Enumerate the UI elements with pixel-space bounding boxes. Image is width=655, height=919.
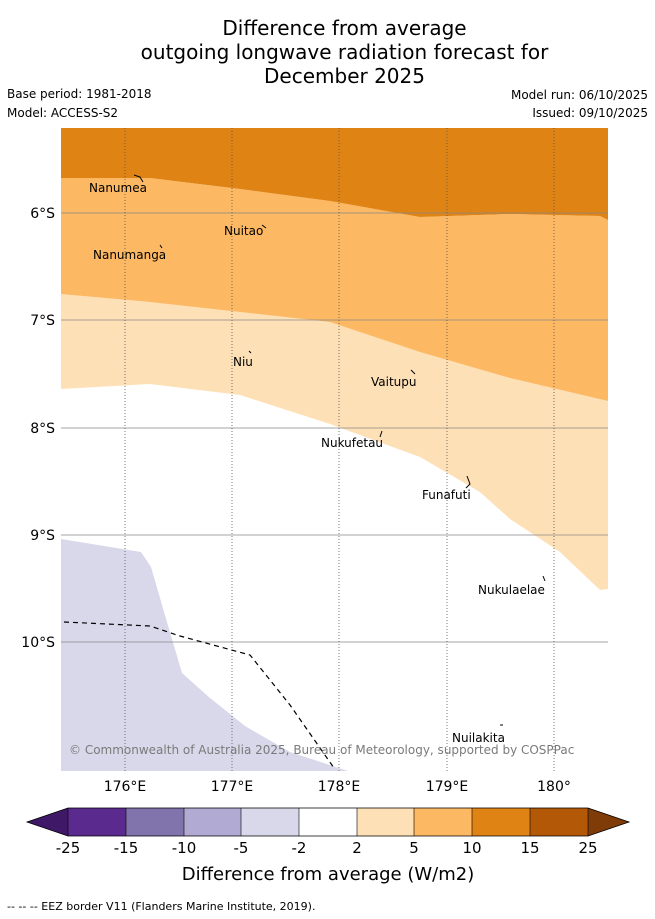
- colorbar-swatch: [472, 808, 530, 836]
- place-label-nanumanga: Nanumanga: [93, 248, 166, 262]
- lat-label-7s: 7°S: [30, 313, 55, 329]
- island-nuitao: [261, 224, 267, 229]
- latitude-gridlines: [61, 212, 608, 643]
- issued-date: Issued: 09/10/2025: [532, 106, 648, 120]
- colorbar-tick: -10: [172, 839, 197, 857]
- island-nanumea: [133, 174, 144, 183]
- island-outlines: [133, 174, 546, 726]
- colorbar-tick: -2: [292, 839, 307, 857]
- map-panel: Nanumea Nuitao Nanumanga Niu Vaitupu Nuk…: [61, 128, 608, 771]
- colorbar-tick: -15: [114, 839, 139, 857]
- lat-label-8s: 8°S: [30, 421, 55, 437]
- colorbar-tick: 5: [409, 839, 419, 857]
- island-niu: [248, 350, 252, 354]
- lon-label-176e: 176°E: [104, 779, 147, 795]
- place-label-niu: Niu: [233, 355, 253, 369]
- colorbar-tick: -25: [56, 839, 81, 857]
- lon-label-178e: 178°E: [318, 779, 361, 795]
- colorbar-tick: -5: [234, 839, 249, 857]
- colorbar: -25 -15 -10 -5 -2 2 5 10 15 25 Differenc…: [25, 807, 631, 885]
- place-label-vaitupu: Vaitupu: [371, 375, 417, 389]
- place-labels: Nanumea Nuitao Nanumanga Niu Vaitupu Nuk…: [89, 181, 545, 745]
- place-label-nukufetau: Nukufetau: [321, 436, 383, 450]
- band-10-to-15: [61, 128, 608, 220]
- place-label-nukulaelae: Nukulaelae: [478, 583, 545, 597]
- model-name: Model: ACCESS-S2: [7, 106, 119, 120]
- colorbar-swatch: [241, 808, 299, 836]
- eez-legend-note: -- -- -- EEZ border V11 (Flanders Marine…: [7, 900, 316, 913]
- island-funafuti: [465, 475, 471, 489]
- colorbar-label: Difference from average (W/m2): [182, 864, 474, 885]
- band-5-to-10: [61, 178, 608, 401]
- colorbar-swatch: [530, 808, 588, 836]
- colorbar-tick: 25: [578, 839, 597, 857]
- colorbar-swatch: [184, 808, 241, 836]
- colorbar-swatch: [126, 808, 184, 836]
- colorbar-ticks: -25 -15 -10 -5 -2 2 5 10 15 25: [56, 839, 598, 857]
- lon-label-177e: 177°E: [211, 779, 254, 795]
- colorbar-tick: 2: [352, 839, 362, 857]
- colorbar-swatch: [414, 808, 472, 836]
- band-minus-5-to-minus-2: [61, 539, 348, 771]
- island-nanumanga: [159, 244, 163, 249]
- model-run: Model run: 06/10/2025: [510, 88, 648, 102]
- colorbar-swatch: [68, 808, 126, 836]
- place-label-nanumea: Nanumea: [89, 181, 147, 195]
- colorbar-swatch: [299, 808, 357, 836]
- copyright-notice: © Commonwealth of Australia 2025, Bureau…: [69, 743, 574, 757]
- latitude-tick-labels: 6°S 7°S 8°S 9°S 10°S: [21, 206, 55, 651]
- colorbar-dividers: [67, 808, 589, 836]
- lon-label-180: 180°: [537, 779, 571, 795]
- colorbar-tick: 15: [520, 839, 539, 857]
- longitude-tick-labels: 176°E 177°E 178°E 179°E 180°: [104, 779, 571, 795]
- colorbar-swatch: [357, 808, 414, 836]
- band-2-to-5: [61, 294, 608, 590]
- lat-label-6s: 6°S: [30, 206, 55, 222]
- colorbar-extend-high: [588, 808, 629, 836]
- island-nukufetau: [379, 430, 383, 438]
- title-line-2: outgoing longwave radiation forecast for: [140, 40, 549, 64]
- band-neutral-south: [61, 384, 608, 771]
- place-label-nuilakita: Nuilakita: [452, 731, 505, 745]
- colorbar-tick: 10: [462, 839, 481, 857]
- lat-label-10s: 10°S: [21, 635, 55, 651]
- base-period: Base period: 1981-2018: [7, 87, 152, 101]
- island-vaitupu: [410, 369, 416, 375]
- place-label-nuitao: Nuitao: [224, 224, 263, 238]
- chart-title: Difference from average outgoing longwav…: [0, 16, 655, 88]
- title-line-1: Difference from average: [222, 16, 467, 40]
- longitude-gridlines: [124, 128, 555, 771]
- island-nukulaelae: [542, 575, 546, 582]
- lat-label-9s: 9°S: [30, 528, 55, 544]
- lon-label-179e: 179°E: [426, 779, 469, 795]
- colorbar-extend-low: [27, 808, 68, 836]
- place-label-funafuti: Funafuti: [422, 488, 471, 502]
- title-line-3: December 2025: [264, 64, 425, 88]
- eez-border: [63, 621, 335, 769]
